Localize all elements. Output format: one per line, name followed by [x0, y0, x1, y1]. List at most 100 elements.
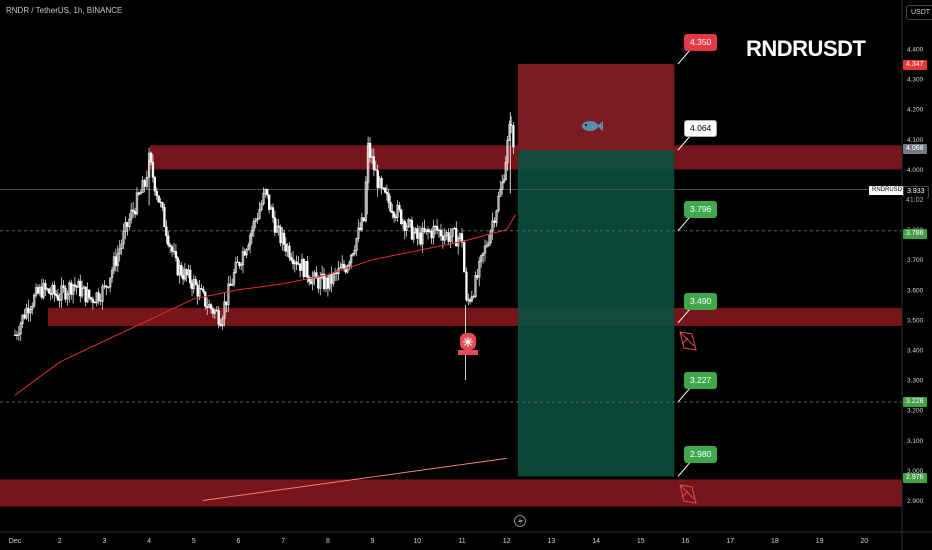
candle-body: [204, 291, 207, 307]
candle-body: [451, 228, 454, 237]
candle-body: [133, 211, 137, 215]
candle-body: [198, 287, 201, 297]
candle-body: [145, 176, 149, 187]
candle-body: [483, 245, 487, 254]
candle-body: [330, 273, 333, 284]
candle-body: [439, 229, 443, 237]
y-tick-label: 4.000: [907, 167, 924, 174]
candle-body: [159, 201, 162, 203]
candle-body: [504, 162, 507, 180]
candle-body: [380, 178, 383, 189]
candle-body: [169, 244, 172, 247]
candle-body: [54, 293, 58, 296]
price-tag: 3.228: [903, 396, 927, 407]
candle-body: [288, 245, 291, 258]
candle-body: [405, 226, 408, 231]
y-tick-label: 3.100: [907, 438, 924, 445]
candle-body: [53, 284, 56, 295]
candle-body: [295, 261, 298, 265]
x-tick-label: 3: [102, 538, 106, 545]
candle-body: [185, 269, 188, 276]
candle-body: [470, 296, 473, 302]
candle-body: [209, 304, 213, 310]
candle-body: [89, 297, 93, 300]
candle-body: [213, 310, 217, 314]
candle-body: [396, 204, 399, 218]
candle-body: [339, 267, 342, 269]
candle-body: [358, 227, 362, 230]
candle-body: [392, 212, 396, 218]
candle-body: [449, 236, 452, 242]
candle-body: [120, 243, 123, 250]
candle-body: [29, 309, 32, 314]
candle-body: [149, 152, 153, 163]
candle-body: [398, 204, 401, 211]
candle-body: [489, 230, 492, 244]
candle-body: [47, 288, 51, 294]
candle-body: [426, 229, 430, 233]
candle-body: [40, 286, 43, 298]
candle-body: [389, 202, 392, 212]
x-tick-label: 6: [237, 538, 241, 545]
candle-body: [241, 251, 245, 265]
x-tick-label: 5: [192, 538, 196, 545]
candle-body: [455, 228, 458, 247]
candle-body: [196, 284, 199, 297]
candle-body: [460, 233, 464, 243]
candle-body: [258, 209, 261, 219]
candle-body: [353, 250, 356, 254]
candle-body: [332, 273, 335, 284]
candle-body: [64, 287, 67, 300]
price-tag: 4.068: [903, 143, 927, 154]
x-tick-label: 4: [147, 538, 151, 545]
candle-body: [215, 310, 218, 312]
candle-body: [465, 271, 468, 301]
candle-body: [383, 187, 387, 193]
y-tick-label: 3.000: [907, 468, 924, 475]
fish-icon: [585, 124, 587, 126]
candle-body: [499, 188, 502, 197]
candle-body: [221, 318, 224, 327]
candle-body: [151, 161, 155, 178]
candle-body: [254, 219, 257, 222]
candle-body: [468, 299, 472, 302]
candle-body: [284, 244, 288, 252]
x-tick-label: 11: [458, 538, 465, 545]
candle-body: [275, 225, 278, 233]
candle-body: [31, 305, 34, 310]
candle-body: [282, 232, 286, 245]
target-marker-icon: [679, 484, 697, 504]
candle-body: [290, 257, 293, 261]
candle-body: [126, 222, 129, 228]
callout-connector: [677, 308, 691, 324]
candle-body: [161, 202, 164, 208]
candle-body: [88, 289, 91, 298]
candle-body: [223, 301, 226, 319]
candle-body: [502, 179, 506, 183]
lightning-icon: [518, 517, 523, 526]
candle-body: [480, 255, 483, 262]
candle-body: [273, 217, 277, 233]
candle-body: [277, 225, 280, 228]
candle-body: [163, 207, 166, 228]
candle-body: [17, 333, 20, 336]
candle-body: [33, 295, 36, 307]
candle-body: [122, 231, 125, 245]
candle-body: [180, 265, 183, 276]
y-tick-label: 4.400: [907, 47, 924, 54]
candle-body: [279, 226, 282, 244]
candle-body: [219, 323, 222, 327]
candle-body: [44, 283, 47, 290]
candle-body: [79, 280, 82, 297]
candle-body: [374, 169, 377, 171]
x-tick-label: 20: [860, 538, 868, 545]
candle-body: [13, 334, 17, 336]
price-callout-entry: 4.064: [684, 120, 718, 138]
candle-body: [408, 219, 412, 221]
candle-body: [190, 282, 194, 290]
callout-connector: [677, 387, 691, 403]
candle-body: [447, 232, 450, 242]
currency-button[interactable]: USDT: [906, 5, 932, 20]
candle-body: [271, 207, 275, 218]
